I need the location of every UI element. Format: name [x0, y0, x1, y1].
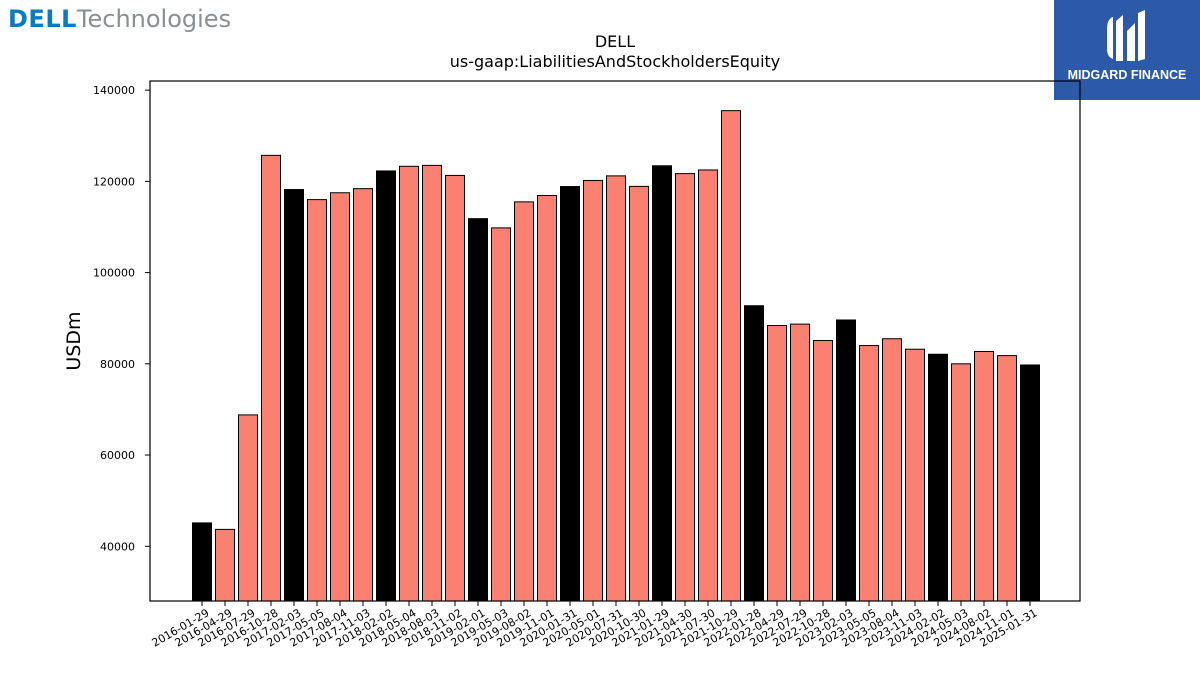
bar-2023-02-03: [836, 319, 856, 602]
plot-frame: [149, 80, 1081, 602]
bar-2017-08-04: [330, 192, 350, 602]
bar-2017-05-05: [307, 199, 327, 602]
bar-2018-08-03: [422, 164, 442, 602]
bar-2022-01-28: [744, 305, 764, 602]
bar-2019-08-02: [514, 201, 534, 602]
bar-2018-11-02: [445, 174, 465, 602]
y-tick-label-100000: 100000: [93, 267, 135, 280]
y-tick-label-120000: 120000: [93, 175, 135, 188]
bar-2023-11-03: [905, 348, 925, 602]
y-axis-label: USDm: [63, 311, 85, 370]
bar-2017-11-03: [353, 188, 373, 602]
bar-2016-01-29: [192, 522, 212, 602]
bar-2019-02-01: [468, 218, 488, 602]
y-tick-label-80000: 80000: [100, 358, 135, 371]
bar-2019-05-03: [491, 227, 511, 602]
y-tick-label-40000: 40000: [100, 540, 135, 553]
dell-technologies-logo: DELLTechnologies: [8, 4, 231, 34]
bar-2020-10-30: [629, 185, 649, 602]
bar-2021-10-29: [721, 110, 741, 602]
bar-2024-11-01: [997, 355, 1017, 602]
bar-2018-05-04: [399, 165, 419, 602]
bar-2020-01-31: [560, 186, 580, 602]
midgard-finance-logo: MIDGARD FINANCE: [1054, 0, 1200, 100]
bar-2016-04-29: [215, 528, 235, 602]
bar-2021-04-30: [675, 173, 695, 602]
bar-2019-11-01: [537, 194, 557, 602]
bar-2025-01-31: [1020, 364, 1040, 602]
bar-2024-02-02: [928, 353, 948, 602]
technologies-logo-word: Technologies: [76, 5, 232, 33]
bar-2018-02-02: [376, 170, 396, 602]
bar-2024-05-03: [951, 363, 971, 602]
bar-2023-08-04: [882, 338, 902, 602]
bar-2016-07-29: [238, 414, 258, 602]
bar-2021-07-30: [698, 169, 718, 602]
bar-2022-07-29: [790, 323, 810, 602]
y-tick-label-60000: 60000: [100, 449, 135, 462]
y-tick-label-140000: 140000: [93, 84, 135, 97]
bar-2022-04-29: [767, 324, 787, 602]
bar-2021-01-29: [652, 165, 672, 602]
bar-2020-07-31: [606, 175, 626, 602]
bar-2022-10-28: [813, 340, 833, 602]
bar-2016-10-28: [261, 154, 281, 602]
midgard-finance-label: MIDGARD FINANCE: [1067, 68, 1187, 82]
midgard-mark-icon: [1107, 10, 1145, 61]
dell-logo-word: DELL: [8, 5, 77, 33]
chart-title: DELL: [594, 32, 636, 51]
chart-subtitle: us-gaap:LiabilitiesAndStockholdersEquity: [449, 52, 781, 71]
bar-2020-05-01: [583, 179, 603, 602]
bar-2017-02-03: [284, 189, 304, 602]
bar-2023-05-05: [859, 345, 879, 602]
bar-2024-08-02: [974, 350, 994, 602]
